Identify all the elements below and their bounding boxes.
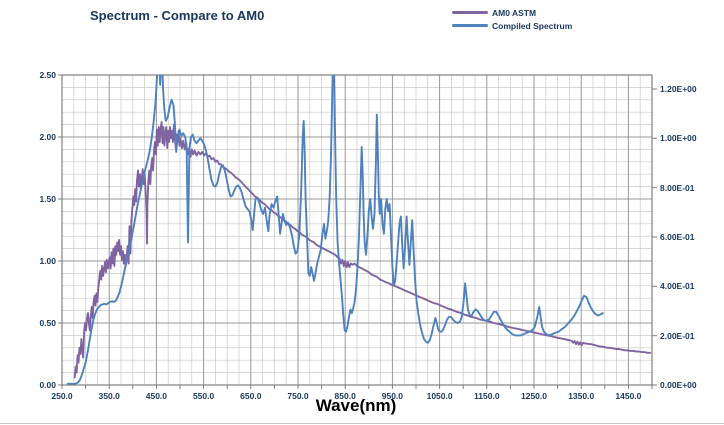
chart-title: Spectrum - Compare to AM0: [90, 8, 265, 23]
y-axis-right-label: 8.00E-01: [660, 182, 695, 193]
chart-legend: AM0 ASTM Compiled Spectrum: [452, 6, 572, 32]
x-axis-label: 850.0: [334, 391, 356, 401]
minor-gridlines: [62, 75, 652, 385]
x-axis-label: 650.0: [240, 391, 262, 401]
y-axis-left-label: 2.50: [39, 70, 56, 80]
x-axis-label: 1050.0: [426, 391, 453, 401]
series-line-compiled-spectrum: [66, 75, 604, 385]
y-axis-left-label: 1.00: [39, 256, 56, 266]
y-axis-right-label: 0.00E+00: [660, 380, 697, 390]
x-axis-label: 250.0: [51, 391, 73, 401]
major-gridlines: [62, 75, 652, 385]
y-axis-right-label: 1.20E+00: [660, 83, 697, 94]
bottom-divider: [0, 423, 724, 424]
plot-frame: [61, 74, 653, 386]
series-line-am0-astm: [73, 121, 652, 379]
x-axis-label: 1150.0: [474, 391, 500, 401]
y-axis-right-label: 2.00E-01: [660, 330, 695, 341]
y-axis-right-label: 6.00E-01: [660, 231, 695, 242]
legend-line-swatch-icon: [452, 11, 488, 14]
x-axis-title: Wave(nm): [315, 396, 397, 415]
y-axis-left-label: 0.00: [39, 380, 56, 390]
x-axis-label: 550.0: [192, 391, 215, 401]
legend-label: Compiled Spectrum: [492, 20, 573, 31]
x-axis-label: 950.0: [381, 391, 404, 401]
y-axis-left-label: 2.00: [39, 132, 56, 142]
legend-label: AM0 ASTM: [492, 7, 537, 18]
y-axis-right-label: 1.00E+00: [660, 133, 697, 144]
legend-item-compiled-spectrum: Compiled Spectrum: [452, 19, 572, 32]
x-axis-label: 350.0: [98, 391, 120, 401]
y-axis-right-label: 4.00E-01: [660, 281, 695, 292]
legend-line-swatch-icon: [452, 24, 488, 27]
x-axis-label: 1350.0: [568, 391, 595, 401]
y-axis-left-label: 1.50: [39, 194, 56, 204]
legend-item-am0-astm: AM0 ASTM: [452, 6, 572, 19]
x-axis-label: 1250.0: [521, 391, 547, 401]
x-axis-label: 450.0: [145, 391, 168, 401]
y-axis-left-label: 0.50: [39, 318, 56, 328]
x-axis-label: 750.0: [287, 391, 309, 401]
x-axis-label: 1450.0: [615, 391, 642, 401]
axis-ticks: [58, 74, 657, 389]
